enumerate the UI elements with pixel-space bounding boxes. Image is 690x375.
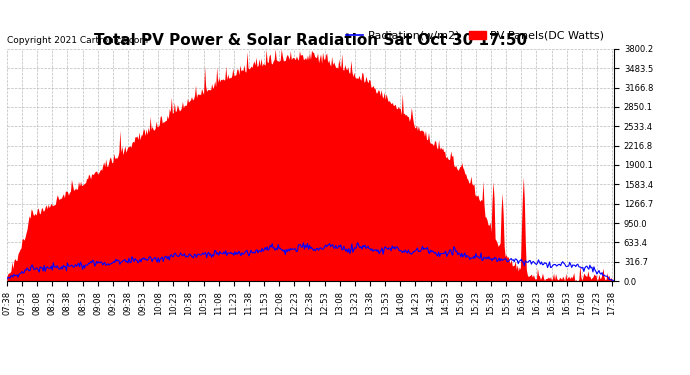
Legend: Radiation(w/m2), PV Panels(DC Watts): Radiation(w/m2), PV Panels(DC Watts) [342, 26, 609, 45]
Text: Copyright 2021 Cartronics.com: Copyright 2021 Cartronics.com [7, 36, 148, 45]
Title: Total PV Power & Solar Radiation Sat Oct 30 17:50: Total PV Power & Solar Radiation Sat Oct… [94, 33, 527, 48]
